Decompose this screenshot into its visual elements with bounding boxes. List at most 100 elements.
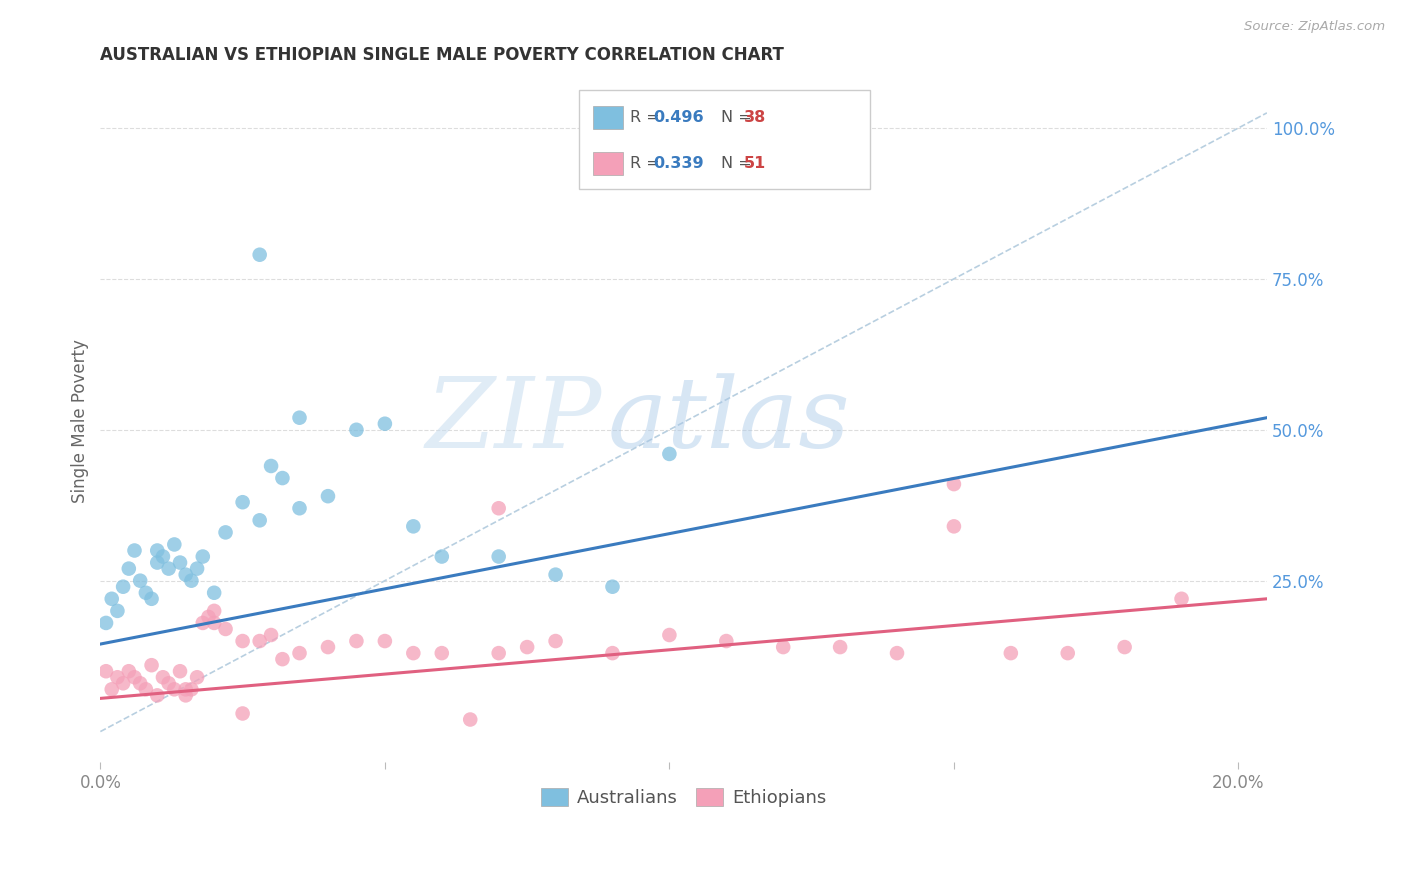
Point <box>100 591 122 606</box>
Point <box>152 549 174 564</box>
Point <box>94 615 117 630</box>
Point <box>169 664 191 678</box>
Point <box>288 646 311 660</box>
FancyBboxPatch shape <box>593 152 623 175</box>
Point <box>202 615 225 630</box>
Point <box>249 513 271 527</box>
Point <box>191 615 214 630</box>
Text: N =: N = <box>721 110 756 125</box>
FancyBboxPatch shape <box>579 90 870 189</box>
Point <box>374 634 396 648</box>
Point <box>146 543 169 558</box>
Point <box>716 634 738 648</box>
Point <box>430 549 453 564</box>
Text: 0.496: 0.496 <box>654 110 704 125</box>
Point <box>942 519 965 533</box>
Point <box>135 682 157 697</box>
Point <box>232 495 254 509</box>
Point <box>658 628 681 642</box>
Point <box>1170 591 1192 606</box>
Point <box>544 567 567 582</box>
Point <box>157 561 180 575</box>
FancyBboxPatch shape <box>593 105 623 128</box>
Point <box>271 471 294 485</box>
Point <box>152 670 174 684</box>
Point <box>430 646 453 660</box>
Text: AUSTRALIAN VS ETHIOPIAN SINGLE MALE POVERTY CORRELATION CHART: AUSTRALIAN VS ETHIOPIAN SINGLE MALE POVE… <box>100 46 785 64</box>
Point <box>146 689 169 703</box>
Point <box>488 646 510 660</box>
Point <box>129 574 152 588</box>
Point <box>191 549 214 564</box>
Point <box>169 556 191 570</box>
Text: 51: 51 <box>744 156 766 171</box>
Point <box>658 447 681 461</box>
Text: 38: 38 <box>744 110 766 125</box>
Text: ZIP: ZIP <box>426 373 602 468</box>
Point <box>1056 646 1078 660</box>
Point <box>288 410 311 425</box>
Point <box>146 556 169 570</box>
Point <box>346 634 368 648</box>
Text: atlas: atlas <box>607 373 851 468</box>
Point <box>180 574 202 588</box>
Text: N =: N = <box>721 156 756 171</box>
Point <box>202 604 225 618</box>
Point <box>1114 640 1136 654</box>
Point <box>100 682 122 697</box>
Point <box>516 640 538 654</box>
Point <box>316 489 339 503</box>
Point <box>186 561 208 575</box>
Text: Source: ZipAtlas.com: Source: ZipAtlas.com <box>1244 20 1385 33</box>
Point <box>772 169 794 184</box>
Point <box>458 713 481 727</box>
Point <box>174 567 197 582</box>
Point <box>180 682 202 697</box>
Point <box>214 622 236 636</box>
Point <box>249 634 271 648</box>
Point <box>112 676 135 690</box>
Point <box>107 670 129 684</box>
Point <box>402 646 425 660</box>
Point <box>886 646 908 660</box>
Point <box>107 604 129 618</box>
Point <box>488 549 510 564</box>
Point <box>112 580 135 594</box>
Point <box>202 586 225 600</box>
Point <box>271 652 294 666</box>
Point <box>772 640 794 654</box>
Point <box>488 501 510 516</box>
Point <box>163 537 186 551</box>
Point <box>197 610 219 624</box>
Point <box>260 458 283 473</box>
Point <box>129 676 152 690</box>
Point <box>1000 646 1022 660</box>
Point <box>163 682 186 697</box>
Point <box>232 706 254 721</box>
Point <box>141 591 163 606</box>
Point <box>402 519 425 533</box>
Point <box>186 670 208 684</box>
Text: R =: R = <box>630 156 665 171</box>
Point <box>374 417 396 431</box>
Point <box>141 658 163 673</box>
Point <box>346 423 368 437</box>
Point <box>316 640 339 654</box>
Point <box>174 689 197 703</box>
Point <box>135 586 157 600</box>
Point <box>942 477 965 491</box>
Point <box>260 628 283 642</box>
Point <box>94 664 117 678</box>
Point <box>157 676 180 690</box>
Y-axis label: Single Male Poverty: Single Male Poverty <box>72 339 89 503</box>
Point <box>174 682 197 697</box>
Point <box>124 670 146 684</box>
Text: R =: R = <box>630 110 665 125</box>
Text: 0.339: 0.339 <box>654 156 704 171</box>
Point <box>602 646 624 660</box>
Point <box>830 640 852 654</box>
Legend: Australians, Ethiopians: Australians, Ethiopians <box>534 780 834 814</box>
Point <box>232 634 254 648</box>
Point <box>249 248 271 262</box>
Point <box>214 525 236 540</box>
